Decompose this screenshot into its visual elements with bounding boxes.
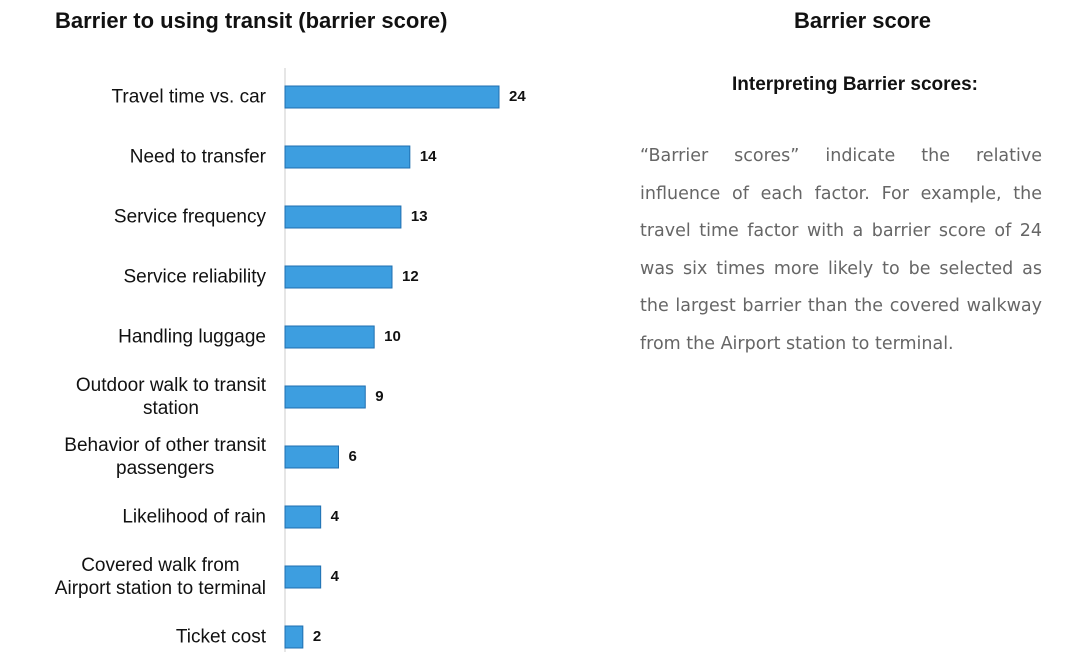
- chart-title: Barrier to using transit (barrier score): [55, 8, 448, 33]
- category-label: Service frequency: [113, 206, 266, 228]
- bar: [284, 625, 304, 649]
- category-label: Covered walk from Airport station to ter…: [54, 555, 266, 599]
- bar: [284, 265, 393, 289]
- value-label: 4: [331, 568, 340, 585]
- bar: [284, 205, 402, 229]
- bar: [284, 325, 375, 349]
- value-label: 24: [509, 88, 526, 105]
- value-label: 6: [349, 448, 357, 465]
- category-label: Travel time vs. car: [111, 86, 267, 108]
- category-label: Need to transfer: [129, 146, 266, 168]
- category-label: Likelihood of rain: [122, 506, 266, 528]
- category-label: Behavior of other transit passengers: [64, 435, 266, 479]
- category-label: Handling luggage: [118, 326, 266, 348]
- panel-title: Barrier score: [794, 8, 931, 33]
- value-label: 14: [420, 148, 437, 165]
- bar: [284, 565, 322, 589]
- category-label: Outdoor walk to transit station: [75, 375, 266, 419]
- value-label: 2: [313, 628, 321, 645]
- bar: [284, 145, 411, 169]
- panel-text: “Barrier scores” indicate the relative i…: [640, 146, 1042, 354]
- value-label: 12: [402, 268, 419, 285]
- bar: [284, 445, 339, 469]
- category-label: Service reliability: [123, 266, 266, 288]
- category-label: Ticket cost: [175, 626, 266, 648]
- chart: 24 14 13 12 10 9 6 4 4 2: [284, 68, 526, 652]
- value-label: 9: [375, 388, 383, 405]
- value-label: 10: [384, 328, 401, 345]
- bar: [284, 85, 500, 109]
- bar: [284, 505, 322, 529]
- bar: [284, 385, 366, 409]
- panel-subtitle: Interpreting Barrier scores:: [731, 74, 979, 95]
- value-label: 13: [411, 208, 428, 225]
- value-label: 4: [331, 508, 340, 525]
